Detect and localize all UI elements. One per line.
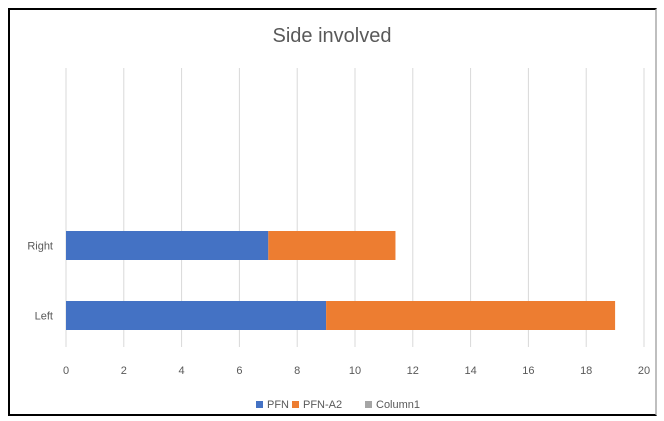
- legend-swatch: [292, 401, 299, 408]
- x-tick-label: 12: [407, 365, 419, 377]
- bar-pfn-a2-left: [326, 301, 616, 330]
- legend-label: Column1: [376, 399, 420, 411]
- category-label: Left: [35, 311, 53, 323]
- chart-frame: [8, 8, 657, 416]
- category-labels: Right Left: [27, 241, 53, 323]
- legend-swatch: [365, 401, 372, 408]
- x-tick-label: 4: [179, 365, 185, 377]
- bars: [66, 231, 616, 330]
- legend-label: PFN-A2: [303, 399, 342, 411]
- x-tick-label: 10: [349, 365, 361, 377]
- x-tick-label: 8: [294, 365, 300, 377]
- bar-pfn-right: [66, 231, 269, 260]
- bar-pfn-left: [66, 301, 327, 330]
- chart-title: Side involved: [273, 25, 392, 47]
- category-label: Right: [27, 241, 53, 253]
- x-tick-label: 2: [121, 365, 127, 377]
- gridlines: [65, 68, 645, 347]
- x-tick-labels: 0 2 4 6 8 10 12 14 16 18 20: [63, 365, 650, 377]
- legend: PFN PFN-A2 Column1: [256, 399, 420, 411]
- legend-swatch: [256, 401, 263, 408]
- x-tick-label: 14: [464, 365, 476, 377]
- x-tick-label: 6: [236, 365, 242, 377]
- x-tick-label: 20: [638, 365, 650, 377]
- x-tick-label: 18: [580, 365, 592, 377]
- x-tick-label: 16: [522, 365, 534, 377]
- legend-label: PFN: [267, 399, 289, 411]
- x-tick-label: 0: [63, 365, 69, 377]
- bar-pfn-a2-right: [268, 231, 396, 260]
